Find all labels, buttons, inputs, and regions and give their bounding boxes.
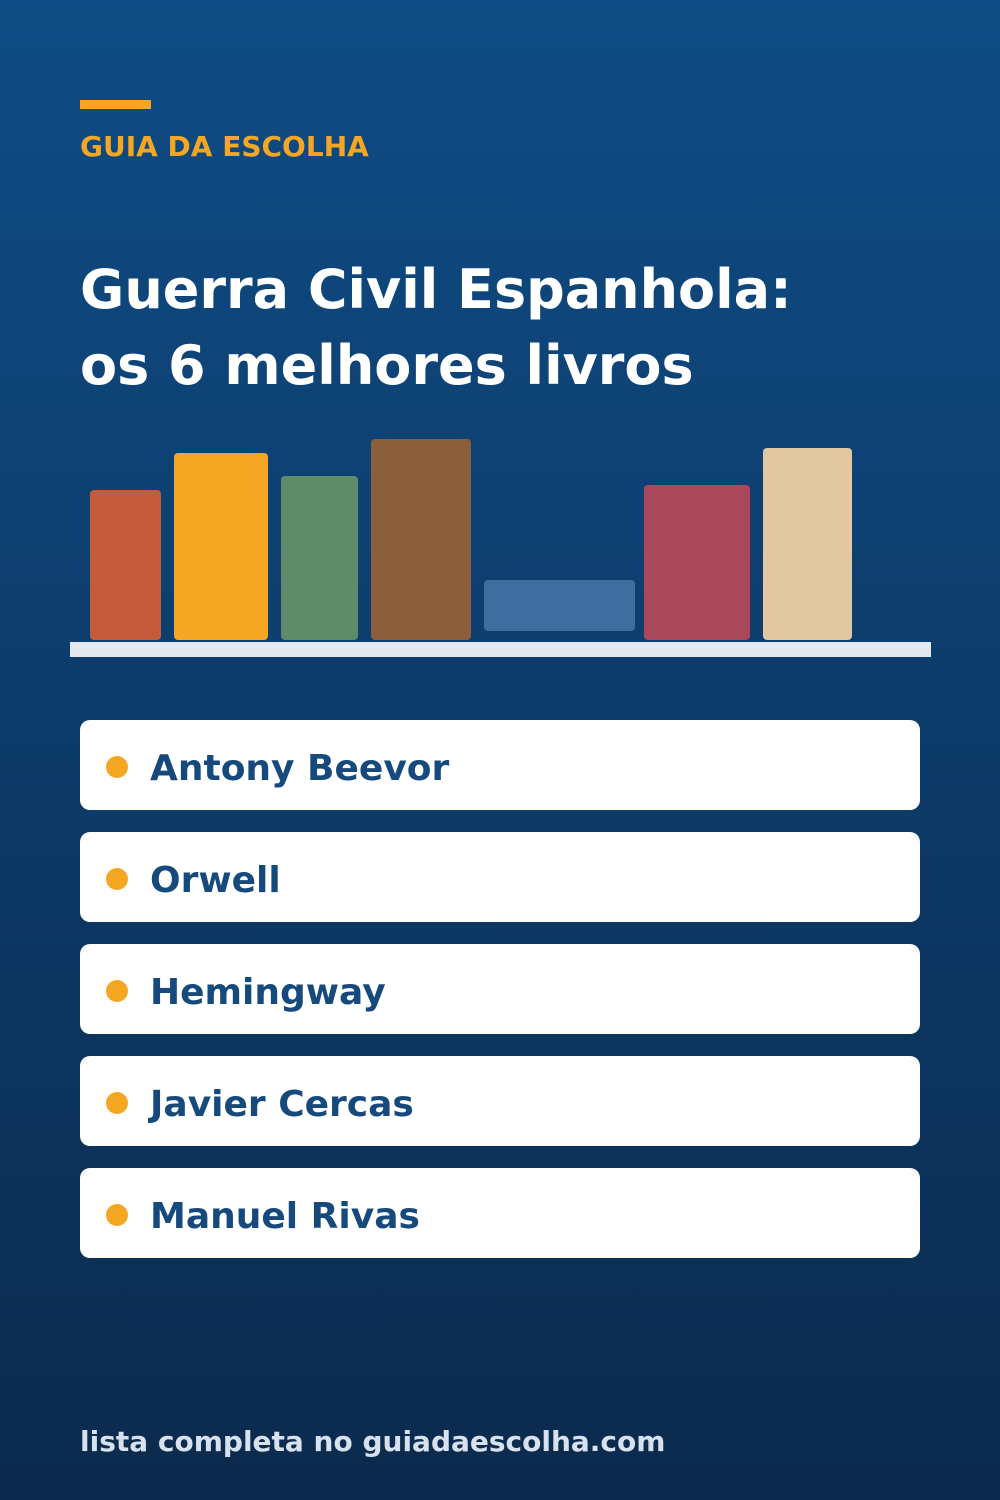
bookshelf-illustration: [70, 439, 931, 657]
bullet: [106, 980, 128, 1002]
book: [644, 485, 750, 640]
list-card: Javier Cercas: [80, 1056, 920, 1146]
shelf: [70, 642, 931, 657]
book: [371, 439, 471, 640]
bullet: [106, 756, 128, 778]
author-name: Manuel Rivas: [150, 1196, 420, 1237]
bullet: [106, 1204, 128, 1226]
title-line: Guerra Civil Espanhola:: [80, 258, 792, 321]
book: [174, 453, 268, 640]
author-name: Antony Beevor: [150, 748, 450, 789]
bullet: [106, 1092, 128, 1114]
title-line: os 6 melhores livros: [80, 334, 694, 397]
accent-bar: [80, 100, 151, 109]
author-name: Javier Cercas: [150, 1084, 414, 1125]
book: [763, 448, 852, 640]
list-card: Antony Beevor: [80, 720, 920, 810]
list-card: Orwell: [80, 832, 920, 922]
bullet: [106, 868, 128, 890]
author-name: Hemingway: [150, 972, 386, 1013]
book: [484, 580, 635, 631]
title: Guerra Civil Espanhola: os 6 melhores li…: [80, 252, 792, 404]
list-card: Manuel Rivas: [80, 1168, 920, 1258]
footer: lista completa no guiadaescolha.com: [80, 1425, 666, 1458]
list-card: Hemingway: [80, 944, 920, 1034]
book: [90, 490, 161, 640]
author-name: Orwell: [150, 860, 281, 901]
brand: GUIA DA ESCOLHA: [80, 130, 369, 163]
book: [281, 476, 358, 640]
